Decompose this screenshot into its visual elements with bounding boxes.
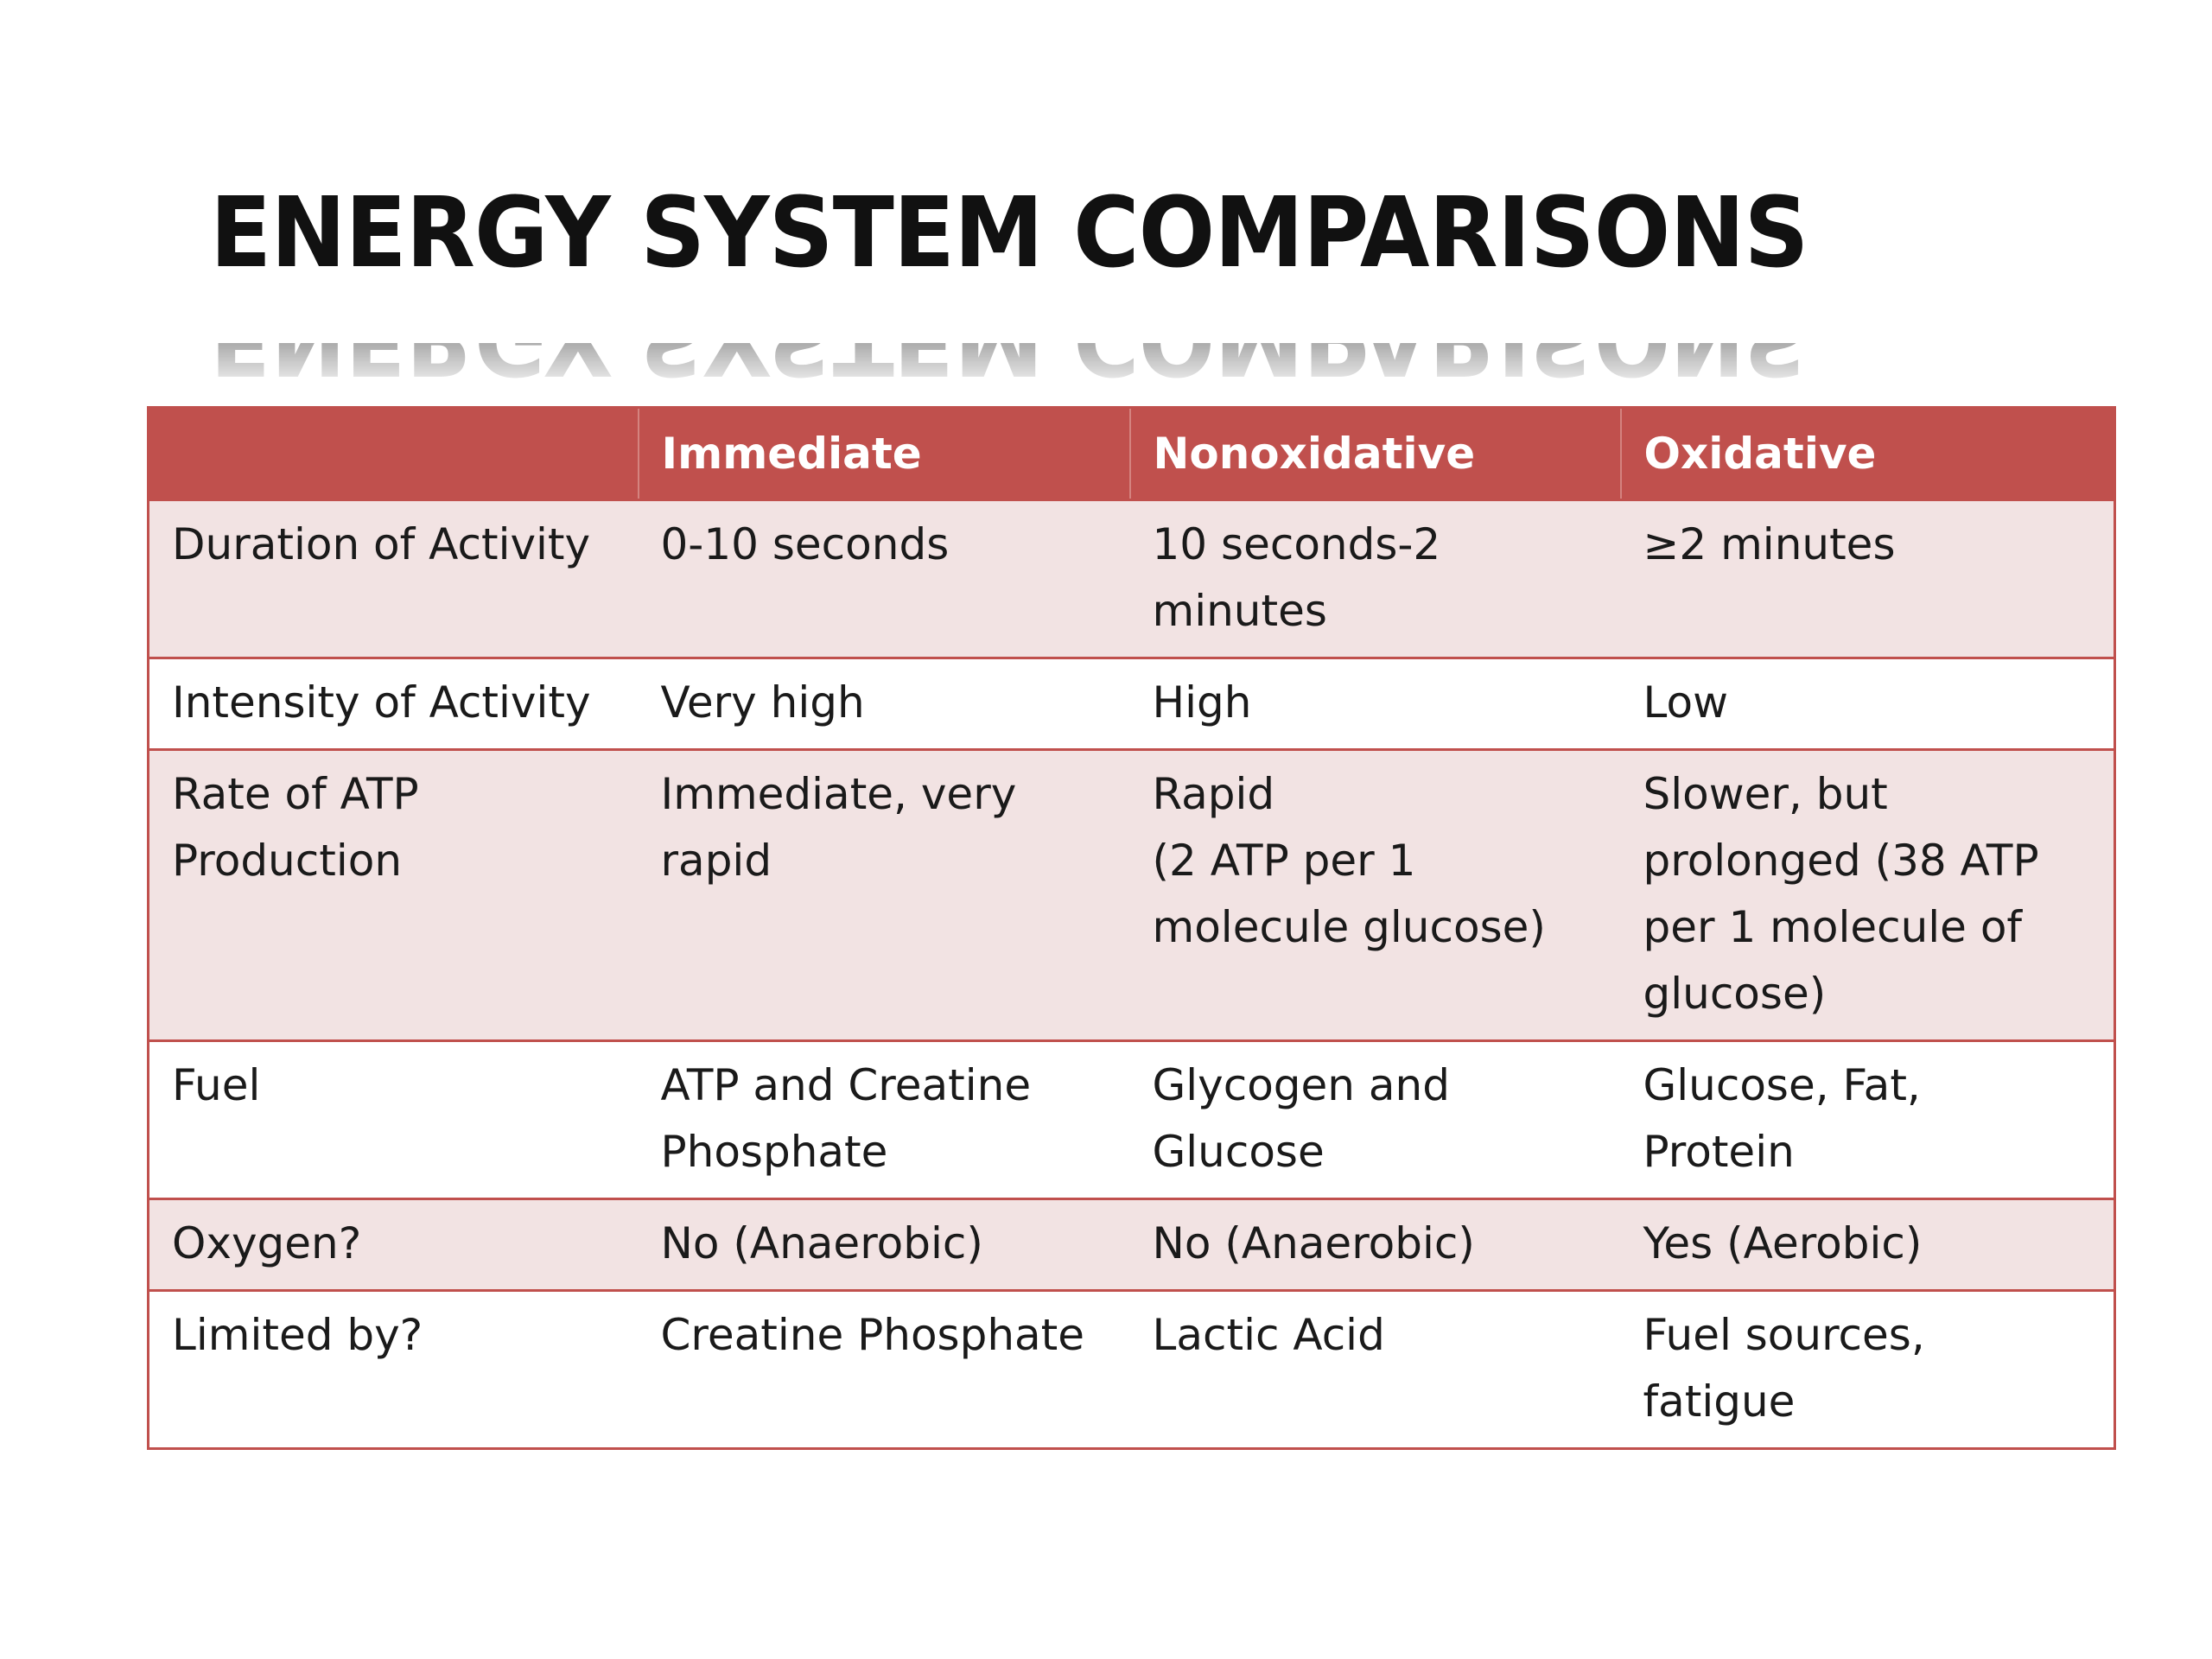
cell-immediate: ATP and Creatine Phosphate — [638, 1039, 1130, 1199]
cell-oxidative: Yes (Aerobic) — [1620, 1198, 2115, 1291]
table-row: Rate of ATP Production Immediate, very r… — [148, 748, 2115, 1041]
table-row: Intensity of Activity Very high High Low — [148, 657, 2115, 750]
row-label: Intensity of Activity — [148, 657, 639, 750]
header-cell-immediate: Immediate — [637, 407, 1130, 500]
row-label: Limited by? — [148, 1289, 639, 1449]
cell-oxidative: Fuel sources, fatigue — [1620, 1289, 2115, 1449]
cell-nonoxidative: 10 seconds-2 minutes — [1129, 499, 1621, 658]
cell-nonoxidative: High — [1129, 657, 1621, 750]
cell-immediate: Immediate, very rapid — [638, 748, 1130, 1041]
cell-oxidative: Low — [1620, 657, 2115, 750]
cell-immediate: Very high — [638, 657, 1130, 750]
header-cell-nonoxidative: Nonoxidative — [1128, 407, 1621, 500]
cell-immediate: 0-10 seconds — [638, 499, 1130, 658]
row-label: Fuel — [148, 1039, 639, 1199]
header-cell-corner — [148, 407, 639, 500]
slide-title: ENERGY SYSTEM COMPARISONS — [210, 177, 1809, 289]
row-label: Duration of Activity — [148, 499, 639, 658]
cell-nonoxidative: Rapid (2 ATP per 1 molecule glucose) — [1129, 748, 1621, 1041]
cell-oxidative: Slower, but prolonged (38 ATP per 1 mole… — [1620, 748, 2115, 1041]
table-row: Oxygen? No (Anaerobic) No (Anaerobic) Ye… — [148, 1198, 2115, 1291]
title-area: ENERGY SYSTEM COMPARISONS ENERGY SYSTEM … — [210, 177, 2024, 395]
cell-nonoxidative: No (Anaerobic) — [1129, 1198, 1621, 1291]
table-row: Limited by? Creatine Phosphate Lactic Ac… — [148, 1289, 2115, 1449]
cell-oxidative: ≥2 minutes — [1620, 499, 2115, 658]
slide-title-reflection: ENERGY SYSTEM COMPARISONS — [210, 343, 1808, 395]
cell-immediate: No (Anaerobic) — [638, 1198, 1130, 1291]
cell-oxidative: Glucose, Fat, Protein — [1620, 1039, 2115, 1199]
cell-nonoxidative: Glycogen and Glucose — [1129, 1039, 1621, 1199]
row-label: Oxygen? — [148, 1198, 639, 1291]
comparison-table-container: Immediate Nonoxidative Oxidative Duratio… — [147, 406, 2116, 1450]
cell-immediate: Creatine Phosphate — [638, 1289, 1130, 1449]
cell-nonoxidative: Lactic Acid — [1129, 1289, 1621, 1449]
header-cell-oxidative: Oxidative — [1619, 407, 2115, 500]
energy-system-comparison-table: Immediate Nonoxidative Oxidative Duratio… — [147, 406, 2116, 1450]
table-header-row: Immediate Nonoxidative Oxidative — [148, 407, 2115, 500]
table-row: Duration of Activity 0-10 seconds 10 sec… — [148, 499, 2115, 658]
table-row: Fuel ATP and Creatine Phosphate Glycogen… — [148, 1039, 2115, 1199]
row-label: Rate of ATP Production — [148, 748, 639, 1041]
